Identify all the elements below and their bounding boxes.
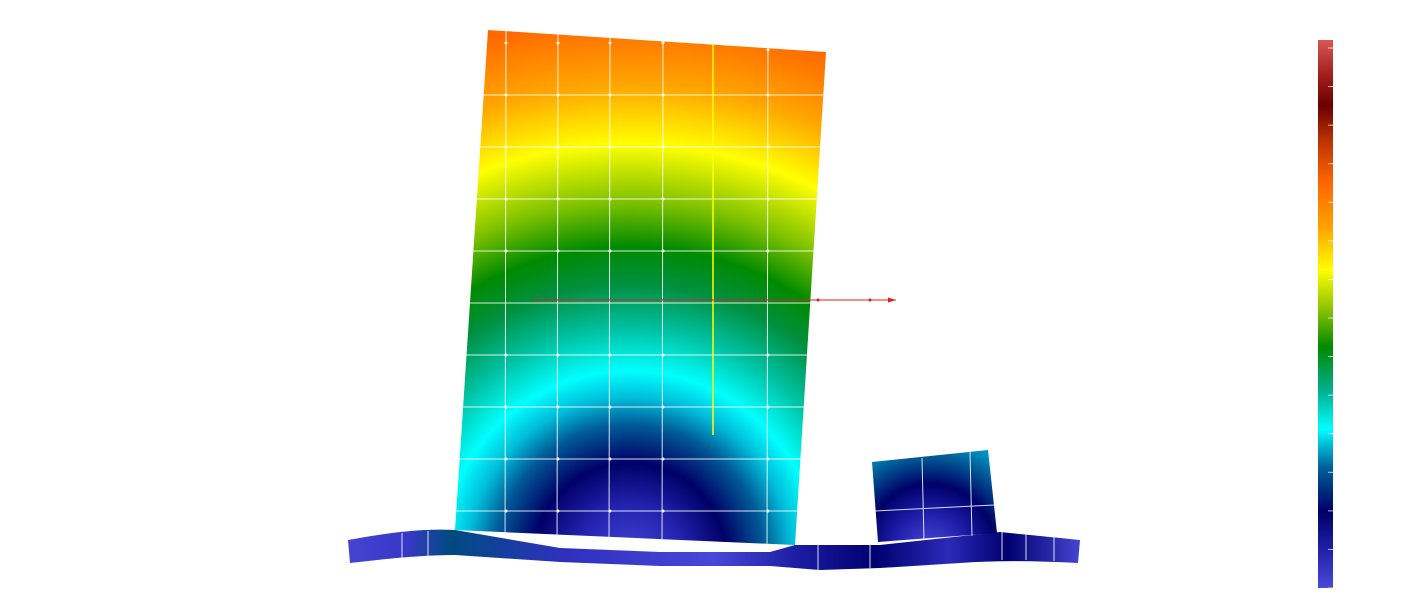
small-block-mesh — [874, 451, 995, 541]
small-block[interactable] — [872, 450, 997, 542]
load-arrow — [532, 297, 896, 303]
tall-block[interactable] — [440, 30, 830, 560]
colorbar-gradient — [1318, 40, 1333, 588]
foundation-mesh — [401, 531, 1055, 570]
colorbar-ticks — [1328, 47, 1333, 589]
tall-block-nodes — [504, 41, 770, 513]
colorbar — [1318, 40, 1333, 589]
foundation-strip — [348, 529, 1080, 570]
